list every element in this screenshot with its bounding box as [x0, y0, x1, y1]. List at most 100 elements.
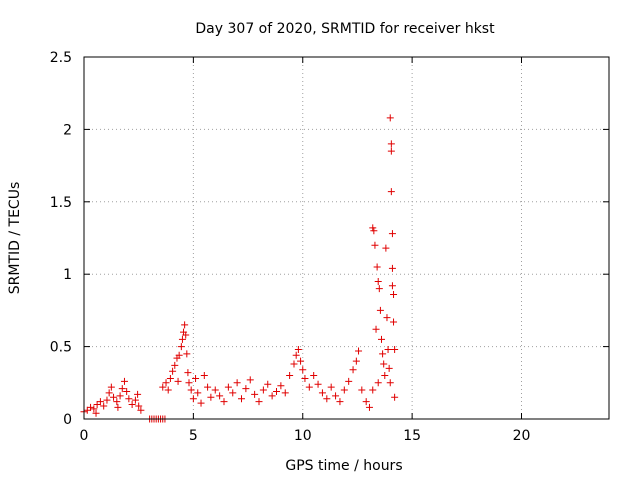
y-tick-label: 1.5 [50, 195, 72, 211]
data-point [340, 386, 348, 394]
data-point [171, 361, 179, 369]
data-point [255, 398, 263, 406]
data-point [192, 374, 200, 382]
y-tick-label: 2.5 [50, 50, 72, 66]
data-point [229, 389, 237, 397]
data-point [92, 409, 100, 417]
data-point [391, 393, 399, 401]
x-tick-label: 20 [513, 428, 531, 444]
data-point [382, 244, 390, 252]
data-point [301, 374, 309, 382]
data-point [137, 406, 145, 414]
data-point [105, 389, 113, 397]
data-point [181, 321, 189, 329]
data-point [297, 357, 305, 365]
data-point [189, 395, 197, 403]
data-point [246, 376, 254, 384]
data-point [238, 395, 245, 403]
y-tick-label: 0.5 [50, 340, 72, 356]
data-point [268, 392, 276, 400]
data-point [187, 386, 195, 394]
data-point [358, 386, 366, 394]
data-point [369, 224, 377, 232]
data-point [386, 114, 394, 122]
points-layer [80, 114, 399, 423]
data-point [182, 331, 190, 339]
data-point [292, 351, 300, 359]
data-point [277, 382, 285, 390]
data-point [387, 188, 395, 196]
data-point [388, 264, 396, 272]
data-point [113, 398, 121, 406]
data-point [378, 335, 385, 343]
data-point [323, 395, 331, 403]
data-point [273, 387, 280, 395]
data-point [380, 360, 388, 368]
data-point [372, 325, 380, 333]
data-point [374, 379, 382, 387]
data-point [216, 392, 224, 400]
data-point [370, 227, 378, 235]
data-point [336, 398, 344, 406]
x-tick-label: 10 [294, 428, 312, 444]
data-point [385, 364, 393, 372]
data-point [110, 393, 118, 401]
data-point [259, 386, 267, 394]
data-point [383, 314, 391, 322]
data-point [174, 377, 182, 385]
x-tick-label: 15 [403, 428, 421, 444]
y-axis-label: SRMTID / TECUs [7, 182, 23, 295]
data-point [374, 277, 382, 285]
data-point [183, 350, 191, 358]
data-point [125, 395, 133, 403]
data-point [116, 392, 124, 400]
data-point [207, 393, 215, 401]
data-point [251, 390, 259, 398]
data-point [100, 402, 108, 410]
data-point [128, 401, 136, 409]
x-tick-label: 5 [189, 428, 198, 444]
data-point [352, 357, 360, 365]
data-point [200, 372, 208, 380]
data-point [388, 282, 396, 290]
data-point [327, 383, 335, 391]
plot-frame [83, 56, 610, 420]
data-point [233, 379, 241, 387]
data-point [310, 372, 318, 380]
data-point [204, 383, 212, 391]
data-point [96, 398, 104, 406]
data-point [375, 285, 383, 293]
data-point [388, 230, 396, 238]
data-point [178, 335, 186, 343]
chart-title: Day 307 of 2020, SRMTID for receiver hks… [195, 21, 495, 37]
data-point [314, 380, 322, 388]
x-axis-label: GPS time / hours [285, 458, 402, 474]
data-point [175, 351, 183, 359]
data-point [159, 383, 167, 391]
data-point [355, 347, 363, 355]
data-point [299, 366, 307, 374]
data-point [345, 377, 353, 385]
data-point [162, 379, 170, 387]
grid-layer [84, 57, 609, 419]
data-point [281, 389, 289, 397]
data-point [305, 383, 313, 391]
data-point [90, 405, 98, 413]
data-point [87, 403, 95, 411]
data-point [135, 402, 143, 410]
data-point [365, 403, 373, 411]
data-point [318, 389, 326, 397]
data-point [373, 263, 381, 271]
data-point [107, 383, 115, 391]
data-point [290, 360, 298, 368]
data-point [390, 290, 398, 298]
data-point [371, 241, 379, 249]
data-point [169, 367, 177, 375]
data-point [376, 306, 384, 314]
data-point [224, 383, 232, 391]
data-point [93, 401, 101, 409]
data-point [194, 389, 202, 397]
data-point [123, 387, 131, 395]
data-point [177, 343, 185, 351]
